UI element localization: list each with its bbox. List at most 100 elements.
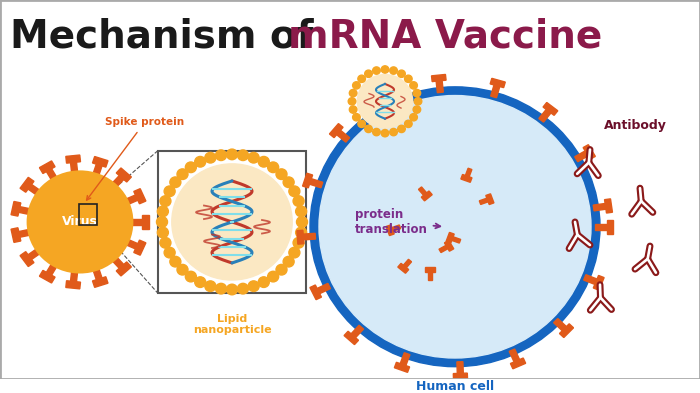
Polygon shape: [461, 174, 472, 182]
Circle shape: [267, 271, 279, 282]
Bar: [79, 204, 97, 225]
Circle shape: [372, 67, 380, 74]
Circle shape: [283, 256, 294, 267]
Circle shape: [158, 206, 169, 217]
Polygon shape: [428, 272, 432, 280]
Circle shape: [405, 120, 412, 127]
Circle shape: [413, 90, 421, 97]
Circle shape: [372, 129, 380, 136]
Text: Spike protein: Spike protein: [87, 118, 184, 200]
Circle shape: [349, 106, 357, 113]
Polygon shape: [92, 277, 108, 287]
Polygon shape: [593, 204, 606, 211]
Polygon shape: [330, 123, 343, 138]
Circle shape: [216, 283, 227, 294]
Circle shape: [248, 152, 259, 163]
Circle shape: [158, 227, 169, 238]
Circle shape: [186, 162, 197, 173]
Circle shape: [398, 125, 405, 132]
Circle shape: [358, 120, 365, 127]
Polygon shape: [554, 319, 566, 331]
Polygon shape: [142, 215, 149, 229]
Polygon shape: [46, 169, 57, 180]
Circle shape: [258, 277, 270, 287]
Polygon shape: [543, 103, 558, 115]
Circle shape: [293, 237, 304, 248]
Circle shape: [382, 66, 388, 73]
Polygon shape: [583, 145, 595, 159]
Polygon shape: [116, 262, 132, 276]
Circle shape: [297, 217, 307, 227]
Polygon shape: [374, 89, 390, 101]
Circle shape: [186, 271, 197, 282]
Circle shape: [28, 172, 132, 272]
Circle shape: [276, 169, 287, 180]
Polygon shape: [39, 161, 55, 173]
Circle shape: [405, 75, 412, 83]
Circle shape: [227, 149, 237, 160]
Polygon shape: [93, 269, 102, 280]
Polygon shape: [71, 162, 78, 173]
Polygon shape: [134, 189, 146, 204]
Text: Lipid
nanoparticle: Lipid nanoparticle: [193, 314, 272, 335]
Polygon shape: [452, 237, 461, 243]
Text: mRNA Vaccine: mRNA Vaccine: [288, 18, 602, 56]
Polygon shape: [134, 240, 146, 255]
Polygon shape: [386, 225, 394, 235]
Circle shape: [267, 162, 279, 173]
Polygon shape: [575, 151, 588, 162]
Text: Virus: Virus: [62, 215, 98, 228]
Circle shape: [410, 114, 417, 121]
Polygon shape: [317, 283, 330, 294]
Polygon shape: [19, 207, 30, 214]
Circle shape: [410, 82, 417, 89]
Polygon shape: [605, 199, 612, 213]
Polygon shape: [454, 373, 468, 379]
Text: Antibody: Antibody: [603, 119, 666, 132]
Polygon shape: [46, 264, 57, 275]
Circle shape: [216, 150, 227, 160]
Circle shape: [413, 106, 421, 113]
Polygon shape: [351, 325, 363, 338]
Text: Mechanism of: Mechanism of: [10, 18, 327, 56]
Polygon shape: [297, 230, 304, 244]
Polygon shape: [436, 81, 443, 93]
Polygon shape: [302, 173, 313, 188]
Circle shape: [365, 125, 372, 132]
Polygon shape: [509, 349, 519, 362]
Polygon shape: [20, 252, 34, 266]
Circle shape: [390, 67, 398, 74]
Circle shape: [248, 281, 259, 292]
Circle shape: [348, 97, 356, 105]
Circle shape: [258, 156, 270, 167]
Polygon shape: [92, 156, 108, 167]
Polygon shape: [344, 331, 358, 345]
Circle shape: [237, 150, 248, 160]
Polygon shape: [595, 224, 607, 230]
Circle shape: [205, 281, 216, 292]
Polygon shape: [510, 358, 526, 369]
Circle shape: [398, 70, 405, 77]
Circle shape: [160, 196, 171, 206]
Circle shape: [358, 75, 365, 83]
Polygon shape: [491, 85, 500, 98]
Circle shape: [295, 227, 307, 238]
Circle shape: [353, 114, 360, 121]
Bar: [158, 151, 306, 293]
Circle shape: [390, 129, 398, 136]
Polygon shape: [93, 164, 102, 175]
Circle shape: [157, 217, 167, 227]
Circle shape: [170, 256, 181, 267]
Circle shape: [382, 130, 388, 137]
Circle shape: [195, 277, 206, 287]
Polygon shape: [132, 219, 142, 225]
Polygon shape: [419, 187, 427, 195]
Polygon shape: [398, 263, 409, 273]
Polygon shape: [39, 270, 55, 283]
Polygon shape: [394, 362, 410, 372]
Polygon shape: [425, 267, 435, 272]
Polygon shape: [421, 191, 432, 201]
Circle shape: [160, 237, 171, 248]
Polygon shape: [113, 257, 124, 268]
Circle shape: [293, 196, 304, 206]
